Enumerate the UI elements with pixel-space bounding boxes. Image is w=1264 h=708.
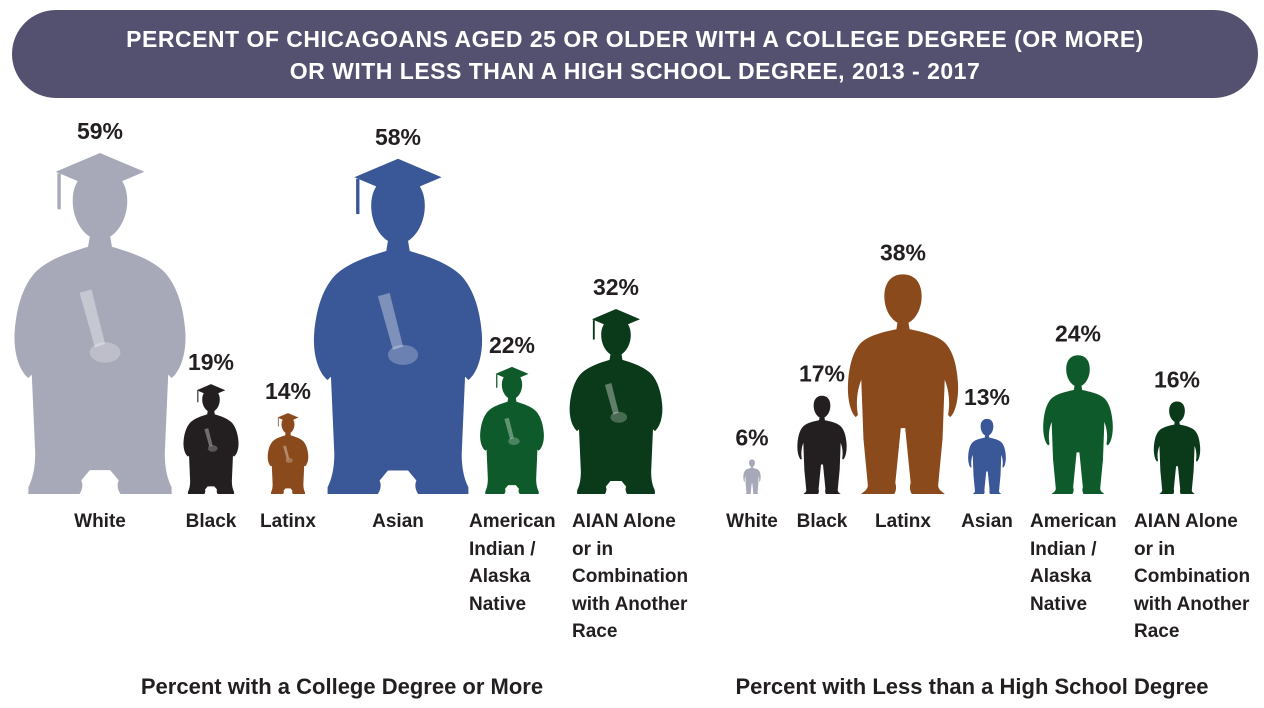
gown-shape	[313, 175, 483, 494]
value-label: 24%	[1055, 320, 1101, 346]
graduate-icon-college-1	[183, 384, 239, 494]
category-label-line: Black	[185, 511, 237, 532]
category-label-line: American	[469, 511, 556, 532]
graduate-icon-college-3	[313, 158, 483, 494]
category-label: Asian	[348, 508, 448, 536]
category-label-line: American	[1030, 511, 1117, 532]
person-icon-less-than-hs-3	[968, 418, 1006, 494]
person-icon-less-than-hs-0	[743, 459, 761, 494]
person-icon-less-than-hs-2	[847, 274, 959, 494]
category-label-line: Asian	[372, 511, 424, 532]
category-label-line: Alaska	[469, 566, 531, 587]
mortarboard	[277, 413, 299, 422]
gown-shape	[480, 373, 544, 494]
gown-shape	[183, 389, 239, 494]
category-label-line: Latinx	[875, 511, 931, 532]
category-label-line: Combination	[1134, 566, 1251, 587]
category-label: American Indian / Alaska Native	[1030, 508, 1117, 618]
category-label-line: AIAN Alone	[1134, 511, 1238, 532]
category-label-line: with Another	[1134, 593, 1250, 615]
mortarboard	[354, 158, 442, 196]
category-label: Black	[782, 508, 862, 536]
category-label: White	[712, 508, 792, 536]
category-label-line: Native	[469, 593, 527, 615]
value-label: 32%	[593, 274, 639, 300]
hand	[207, 445, 218, 452]
hand	[508, 437, 520, 446]
gown-shape	[569, 318, 663, 495]
value-label: 6%	[735, 424, 768, 450]
category-label: Latinx	[863, 508, 943, 536]
category-label-line: Combination	[572, 566, 689, 587]
body-shape	[797, 395, 847, 494]
value-label: 16%	[1154, 367, 1200, 393]
person-icon-less-than-hs-1	[797, 395, 847, 494]
body-shape	[847, 274, 959, 494]
hand	[89, 342, 121, 363]
category-label: Latinx	[248, 508, 328, 536]
diploma	[79, 289, 106, 348]
category-label: Asian	[947, 508, 1027, 536]
category-label: AIAN Alone or in Combination with Another Ra…	[572, 508, 688, 646]
diploma	[283, 445, 290, 460]
body-shape	[743, 459, 761, 494]
body-shape	[1043, 355, 1113, 494]
title-line-2: OR WITH LESS THAN A HIGH SCHOOL DEGREE, …	[289, 58, 981, 84]
diploma	[504, 417, 514, 440]
category-label-line: Indian /	[469, 538, 536, 560]
category-label-line: Alaska	[1030, 566, 1092, 587]
value-label: 58%	[375, 124, 421, 150]
body-shape	[1153, 401, 1201, 494]
gown-shape	[267, 417, 309, 494]
category-label: American Indian / Alaska Native	[469, 508, 556, 618]
value-label: 14%	[265, 378, 311, 404]
category-label-line: Asian	[961, 511, 1013, 532]
category-label-line: White	[726, 511, 778, 532]
category-label-line: Black	[796, 511, 848, 532]
diploma	[377, 292, 404, 350]
mortarboard	[196, 384, 226, 397]
person-icon-less-than-hs-5	[1153, 401, 1201, 494]
category-label-line: Latinx	[260, 511, 316, 532]
title-banner: PERCENT OF CHICAGOANS AGED 25 OR OLDER W…	[12, 10, 1258, 98]
value-label: 22%	[489, 332, 535, 358]
category-label-line: Race	[1134, 621, 1180, 642]
graduate-icon-college-5	[569, 309, 663, 495]
body-shape	[968, 418, 1006, 494]
mortarboard	[55, 152, 145, 191]
value-label: 17%	[799, 361, 845, 387]
diploma	[204, 428, 213, 447]
section-title-less-than-high-school: Percent with Less than a High School Deg…	[735, 674, 1209, 699]
category-label: Black	[171, 508, 251, 536]
gown-shape	[14, 170, 186, 494]
value-label: 59%	[77, 118, 123, 144]
value-label: 19%	[188, 349, 234, 375]
hand	[285, 457, 293, 463]
title-line-1: PERCENT OF CHICAGOANS AGED 25 OR OLDER W…	[126, 26, 1144, 52]
graduate-icon-college-4	[480, 366, 544, 494]
section-title-college: Percent with a College Degree or More	[140, 674, 544, 699]
category-label-line: with Another	[572, 593, 688, 615]
graduate-icon-college-2	[267, 413, 309, 494]
category-label-line: Race	[572, 621, 618, 642]
category-label: White	[50, 508, 150, 536]
mortarboard	[495, 366, 529, 381]
value-label: 38%	[880, 239, 926, 265]
graduate-icon-college-0	[14, 152, 186, 494]
category-label: AIAN Alone or in Combination with Another Ra…	[1134, 508, 1250, 646]
value-label: 13%	[964, 384, 1010, 410]
category-label-line: AIAN Alone	[572, 511, 676, 532]
category-label-line: or in	[1134, 538, 1176, 560]
hand	[387, 344, 419, 365]
category-label-line: Indian /	[1030, 538, 1097, 560]
mortarboard	[591, 309, 641, 330]
category-label-line: Native	[1030, 593, 1088, 615]
category-label-line: White	[74, 511, 126, 532]
hand	[610, 411, 628, 423]
category-label-line: or in	[572, 538, 614, 560]
person-icon-less-than-hs-4	[1043, 355, 1113, 494]
diploma	[604, 383, 619, 415]
